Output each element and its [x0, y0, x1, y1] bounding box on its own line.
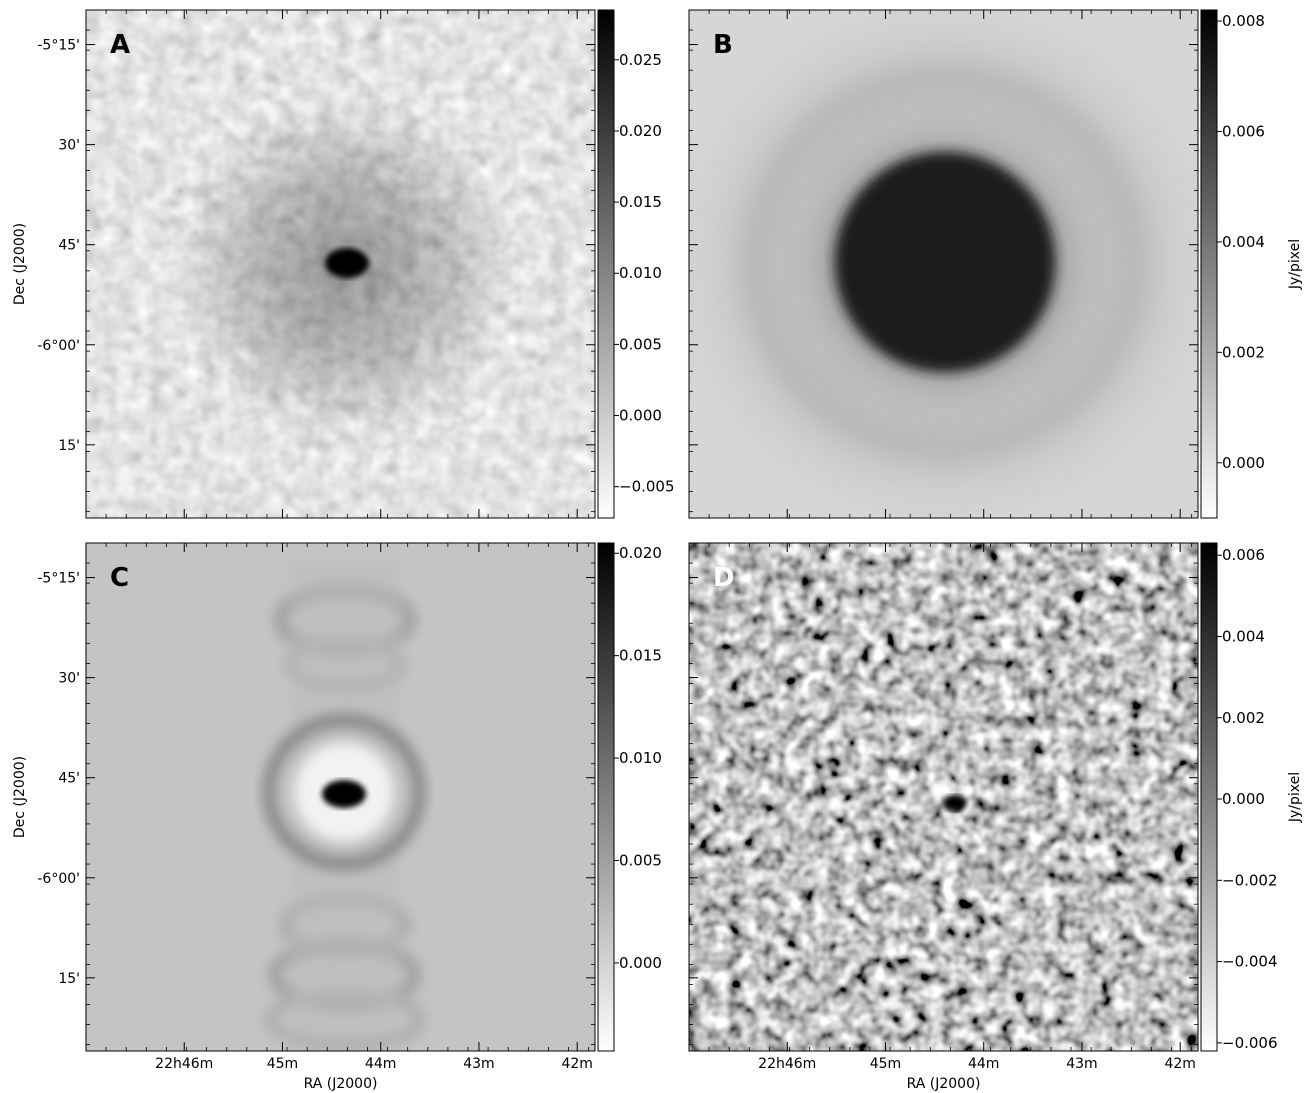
x-tick-label: 45m [870, 1056, 901, 1072]
colorbar-tick-label: 0.004 [1222, 233, 1265, 251]
panel-a-frame [85, 9, 596, 519]
panel-b-colorbar [1200, 9, 1218, 519]
colorbar-tick-label: 0.000 [1222, 790, 1265, 808]
panel-d-letter: D [713, 563, 735, 593]
colorbar-tick-label: 0.000 [1222, 454, 1265, 472]
y-tick-label: -5°15' [37, 571, 80, 587]
panel-b-letter: B [713, 30, 733, 60]
colorbar-tick-label: 0.015 [619, 647, 662, 665]
x-tick-label: 44m [968, 1056, 999, 1072]
colorbar-tick-label: 0.025 [619, 51, 662, 69]
colorbar-tick-label: 0.010 [619, 749, 662, 767]
x-tick-label: 22h46m [155, 1056, 213, 1072]
y-tick-label: 30' [58, 138, 80, 154]
panel-c-colorbar [597, 542, 615, 1052]
y-tick-label: 45' [58, 238, 80, 254]
panel-a-source [325, 248, 369, 278]
colorbar-tick-label: −0.005 [619, 478, 675, 496]
panel-a-colorbar [597, 9, 615, 519]
x-axis-label: RA (J2000) [907, 1076, 981, 1092]
colorbar-tick-label: 0.015 [619, 193, 662, 211]
colorbar-tick-label: 0.005 [619, 852, 662, 870]
panel-d-colorbar [1200, 542, 1218, 1052]
panel-c-frame [85, 542, 596, 1052]
y-axis-label: Dec (J2000) [12, 756, 28, 838]
y-tick-label: -6°00' [37, 871, 80, 887]
x-tick-label: 42m [1164, 1056, 1195, 1072]
panel-a-image [86, 10, 595, 518]
colorbar-tick-label: −0.006 [1222, 1034, 1278, 1052]
x-tick-label: 45m [267, 1056, 298, 1072]
colorbar-tick-label: 0.020 [619, 122, 662, 140]
y-axis-label: Dec (J2000) [12, 223, 28, 305]
colorbar-tick-label: −0.002 [1222, 871, 1278, 889]
colorbar-tick-label: 0.000 [619, 954, 662, 972]
x-tick-label: 42m [561, 1056, 592, 1072]
colorbar-tick-label: 0.020 [619, 544, 662, 562]
y-tick-label: 30' [58, 671, 80, 687]
x-axis-label: RA (J2000) [304, 1076, 378, 1092]
colorbar-tick-label: 0.002 [1222, 343, 1265, 361]
y-tick-label: 45' [58, 771, 80, 787]
x-tick-label: 22h46m [758, 1056, 816, 1072]
colorbar-tick-label: 0.006 [1222, 122, 1265, 140]
y-tick-label: -5°15' [37, 38, 80, 54]
panel-c-source [322, 780, 366, 808]
colorbar-tick-label: 0.006 [1222, 546, 1265, 564]
x-tick-label: 43m [463, 1056, 494, 1072]
colorbar-tick-label: 0.002 [1222, 709, 1265, 727]
colorbar-tick-label: 0.008 [1222, 12, 1265, 30]
panel-b-frame [688, 9, 1199, 519]
panel-b-disk [835, 152, 1055, 372]
y-tick-label: -6°00' [37, 338, 80, 354]
colorbar-label: Jy/pixel [1287, 772, 1303, 823]
colorbar-tick-label: 0.004 [1222, 627, 1265, 645]
colorbar-tick-label: 0.010 [619, 264, 662, 282]
colorbar-tick-label: 0.000 [619, 407, 662, 425]
colorbar-label: Jy/pixel [1287, 239, 1303, 290]
y-tick-label: 15' [58, 438, 80, 454]
panel-a-letter: A [110, 30, 130, 60]
x-tick-label: 44m [365, 1056, 396, 1072]
panel-c-letter: C [110, 563, 129, 593]
y-tick-label: 15' [58, 971, 80, 987]
panel-c-image [86, 543, 595, 1051]
panel-d-frame [688, 542, 1199, 1052]
x-tick-label: 43m [1066, 1056, 1097, 1072]
colorbar-tick-label: −0.004 [1222, 953, 1278, 971]
panel-b-image [689, 10, 1198, 518]
panel-d-image [689, 543, 1198, 1051]
colorbar-tick-label: 0.005 [619, 335, 662, 353]
